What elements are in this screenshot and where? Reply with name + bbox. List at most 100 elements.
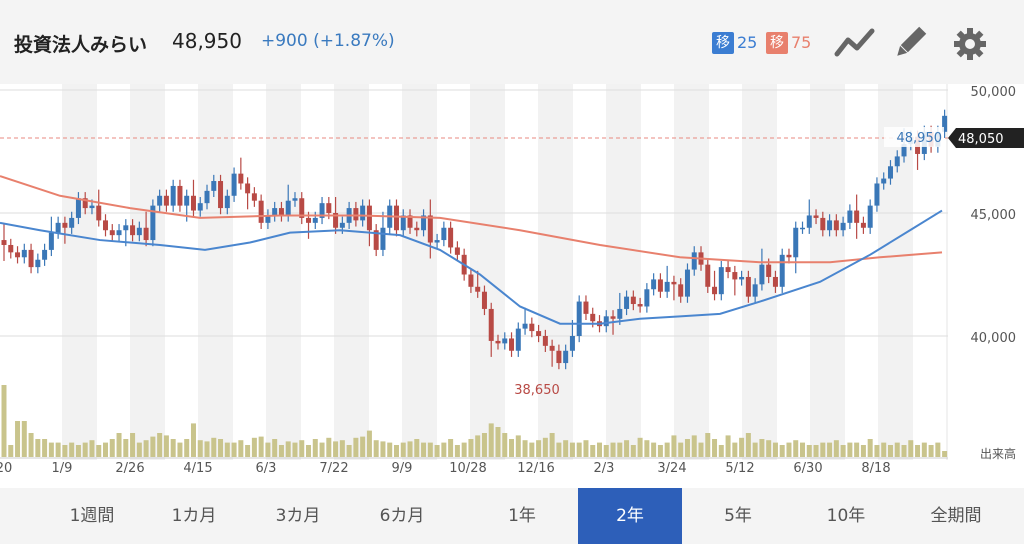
candle[interactable]: [488, 308, 494, 341]
volume-bar[interactable]: [481, 433, 487, 457]
candle[interactable]: [901, 144, 907, 157]
candle[interactable]: [549, 345, 555, 351]
volume-bar[interactable]: [684, 439, 690, 457]
volume-bar[interactable]: [942, 451, 948, 457]
candle[interactable]: [143, 227, 149, 241]
volume-bar[interactable]: [231, 442, 237, 457]
candle[interactable]: [772, 276, 778, 287]
volume-bar[interactable]: [502, 433, 508, 457]
candle[interactable]: [312, 217, 318, 223]
candle[interactable]: [218, 181, 224, 209]
volume-bar[interactable]: [793, 440, 799, 457]
volume-bar[interactable]: [617, 442, 623, 457]
candle[interactable]: [393, 205, 399, 231]
volume-bar[interactable]: [678, 442, 684, 457]
volume-bar[interactable]: [366, 430, 372, 457]
candle[interactable]: [529, 323, 535, 332]
candle[interactable]: [827, 220, 833, 231]
volume-bar[interactable]: [312, 439, 318, 457]
volume-bar[interactable]: [299, 440, 305, 457]
volume-bar[interactable]: [813, 445, 819, 457]
volume-bar[interactable]: [894, 442, 900, 457]
volume-bar[interactable]: [739, 437, 745, 457]
volume-bar[interactable]: [772, 442, 778, 457]
candle[interactable]: [224, 195, 230, 209]
volume-bar[interactable]: [915, 445, 921, 457]
period-tab-2[interactable]: 3カ月: [275, 506, 321, 526]
candle[interactable]: [265, 215, 271, 223]
volume-bar[interactable]: [657, 445, 663, 457]
candle[interactable]: [170, 185, 176, 206]
candle[interactable]: [644, 289, 650, 307]
candle[interactable]: [272, 208, 278, 216]
candle[interactable]: [502, 338, 508, 344]
candle[interactable]: [624, 296, 630, 309]
volume-bar[interactable]: [786, 442, 792, 457]
period-tab-3[interactable]: 6カ月: [379, 506, 425, 526]
volume-bar[interactable]: [549, 433, 555, 457]
candle[interactable]: [197, 203, 203, 211]
candle[interactable]: [671, 281, 677, 285]
volume-bar[interactable]: [238, 440, 244, 457]
volume-bar[interactable]: [170, 439, 176, 457]
volume-bar[interactable]: [468, 439, 474, 457]
candle[interactable]: [258, 200, 264, 223]
period-tab-6[interactable]: 5年: [724, 506, 752, 526]
volume-bar[interactable]: [245, 445, 251, 457]
volume-bar[interactable]: [596, 442, 602, 457]
candle[interactable]: [664, 281, 670, 292]
volume-bar[interactable]: [522, 440, 528, 457]
volume-bar[interactable]: [718, 445, 724, 457]
candle[interactable]: [542, 336, 548, 346]
period-tab-0[interactable]: 1週間: [69, 506, 115, 526]
volume-bar[interactable]: [42, 439, 48, 457]
volume-bar[interactable]: [387, 442, 393, 457]
candle[interactable]: [184, 195, 190, 206]
volume-bar[interactable]: [333, 441, 339, 457]
volume-bar[interactable]: [928, 445, 934, 457]
candle[interactable]: [495, 340, 501, 344]
candle[interactable]: [326, 203, 332, 213]
candle[interactable]: [854, 210, 860, 223]
candle[interactable]: [366, 205, 372, 231]
period-tab-8[interactable]: 全期間: [930, 506, 982, 526]
volume-bar[interactable]: [346, 445, 352, 457]
candle[interactable]: [285, 200, 291, 216]
volume-bar[interactable]: [536, 440, 542, 457]
candle[interactable]: [177, 185, 183, 206]
volume-bar[interactable]: [563, 440, 569, 457]
volume-bar[interactable]: [184, 439, 190, 457]
candle[interactable]: [109, 230, 115, 236]
candle[interactable]: [204, 190, 210, 204]
volume-bar[interactable]: [272, 439, 278, 457]
candle[interactable]: [481, 291, 487, 309]
candle[interactable]: [820, 217, 826, 231]
candle[interactable]: [813, 215, 819, 218]
volume-bar[interactable]: [935, 442, 941, 457]
line-chart-icon[interactable]: [834, 26, 876, 60]
period-tab-5[interactable]: 2年: [578, 488, 682, 544]
volume-bar[interactable]: [705, 433, 711, 457]
candle[interactable]: [35, 259, 41, 268]
candle[interactable]: [89, 205, 95, 209]
candle[interactable]: [847, 210, 853, 223]
candle[interactable]: [8, 244, 14, 253]
volume-bar[interactable]: [800, 442, 806, 457]
volume-bar[interactable]: [400, 442, 406, 457]
candle[interactable]: [522, 323, 528, 329]
candle[interactable]: [163, 195, 169, 206]
volume-bar[interactable]: [218, 439, 224, 457]
candle[interactable]: [292, 198, 298, 201]
volume-bar[interactable]: [150, 436, 156, 457]
volume-bar[interactable]: [136, 442, 142, 457]
candle[interactable]: [238, 173, 244, 184]
volume-bar[interactable]: [698, 442, 704, 457]
candle[interactable]: [62, 222, 68, 228]
gear-icon[interactable]: [952, 26, 988, 62]
candle[interactable]: [793, 227, 799, 258]
candle[interactable]: [860, 222, 866, 228]
candle[interactable]: [475, 286, 481, 292]
candle[interactable]: [881, 178, 887, 184]
candle[interactable]: [319, 203, 325, 218]
candle[interactable]: [157, 195, 163, 206]
